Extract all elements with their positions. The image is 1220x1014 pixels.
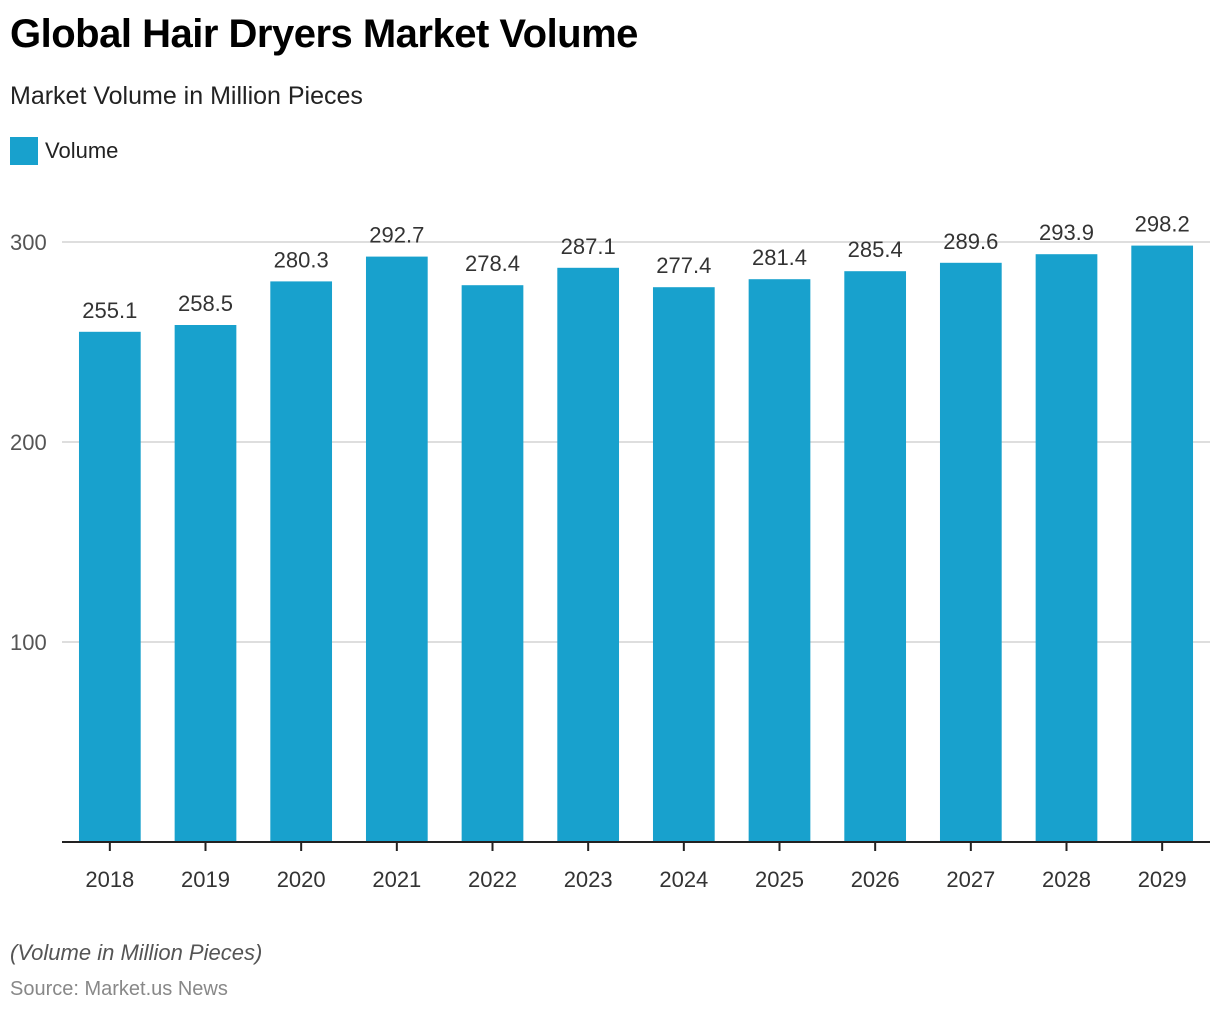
bars	[78, 245, 1194, 843]
legend: Volume	[10, 137, 118, 165]
bar	[78, 331, 141, 842]
x-tick-label: 2028	[1042, 867, 1091, 892]
bar	[748, 279, 811, 842]
data-label: 292.7	[369, 223, 424, 248]
chart-title: Global Hair Dryers Market Volume	[10, 12, 638, 56]
data-label: 280.3	[274, 247, 329, 272]
bar	[270, 281, 333, 842]
chart-note: (Volume in Million Pieces)	[10, 940, 263, 965]
x-tick-label: 2019	[181, 867, 230, 892]
bar	[652, 287, 715, 842]
x-tick-label: 2025	[755, 867, 804, 892]
x-tick-label: 2023	[564, 867, 613, 892]
data-label: 298.2	[1135, 212, 1190, 237]
chart-subtitle: Market Volume in Million Pieces	[10, 82, 363, 110]
data-label: 258.5	[178, 291, 233, 316]
y-tick-label: 300	[10, 230, 47, 255]
x-tick-label: 2018	[85, 867, 134, 892]
x-tick-label: 2022	[468, 867, 517, 892]
chart-source: Source: Market.us News	[10, 978, 228, 1000]
bar	[1131, 245, 1194, 843]
x-tick-label: 2020	[277, 867, 326, 892]
y-tick-label: 200	[10, 430, 47, 455]
data-label: 285.4	[848, 237, 903, 262]
bar	[174, 325, 237, 842]
data-label: 277.4	[656, 253, 711, 278]
bar	[365, 256, 428, 843]
x-tick-label: 2026	[851, 867, 900, 892]
data-label: 293.9	[1039, 220, 1094, 245]
x-tick-label: 2024	[659, 867, 708, 892]
bar	[939, 262, 1002, 842]
y-axis-ticks: 100 200 300	[10, 230, 47, 655]
data-label: 255.1	[82, 298, 137, 323]
data-label: 289.6	[943, 229, 998, 254]
data-label: 278.4	[465, 251, 520, 276]
data-labels: 255.1 258.5 280.3 292.7 278.4 287.1 277.4 281.4…	[82, 212, 1189, 323]
x-tick-label: 2027	[946, 867, 995, 892]
gridlines	[62, 241, 1210, 643]
bar	[557, 267, 620, 842]
bar	[461, 285, 524, 842]
bar	[1035, 254, 1098, 842]
data-label: 281.4	[752, 245, 807, 270]
x-axis: 2018 2019 2020 2021 2022 2023 2024 2025 2026 2027…	[62, 841, 1210, 892]
bar	[844, 271, 907, 842]
data-label: 287.1	[561, 234, 616, 259]
legend-label-volume: Volume	[45, 138, 119, 163]
legend-swatch-volume	[10, 137, 38, 165]
y-tick-label: 100	[10, 630, 47, 655]
x-tick-label: 2021	[372, 867, 421, 892]
x-tick-label: 2029	[1138, 867, 1187, 892]
